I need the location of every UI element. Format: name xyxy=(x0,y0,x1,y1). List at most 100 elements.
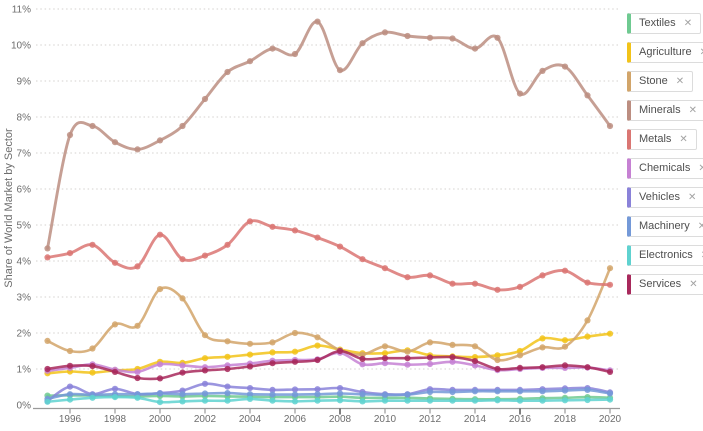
point-metals[interactable] xyxy=(449,280,456,287)
close-icon[interactable]: ✕ xyxy=(700,47,703,58)
point-minerals[interactable] xyxy=(224,68,231,76)
point-stone[interactable] xyxy=(561,343,569,350)
point-minerals[interactable] xyxy=(269,45,276,52)
point-stone[interactable] xyxy=(494,356,501,364)
point-electronics[interactable] xyxy=(471,397,479,404)
point-electronics[interactable] xyxy=(359,398,366,405)
point-machinery[interactable] xyxy=(606,390,614,397)
point-chemicals[interactable] xyxy=(359,361,366,368)
point-metals[interactable] xyxy=(606,281,614,288)
point-electronics[interactable] xyxy=(539,397,546,404)
point-agriculture[interactable] xyxy=(561,337,569,344)
close-icon[interactable]: ✕ xyxy=(689,278,698,290)
close-icon[interactable]: ✕ xyxy=(687,191,697,203)
point-electronics[interactable] xyxy=(561,397,569,404)
point-electronics[interactable] xyxy=(134,394,141,401)
point-electronics[interactable] xyxy=(584,396,591,404)
point-electronics[interactable] xyxy=(156,399,164,406)
close-icon[interactable]: ✕ xyxy=(683,17,693,29)
point-stone[interactable] xyxy=(224,338,231,345)
point-minerals[interactable] xyxy=(404,32,411,40)
point-electronics[interactable] xyxy=(516,397,524,404)
legend-chip-electronics[interactable]: Electronics ✕ xyxy=(627,245,703,266)
point-chemicals[interactable] xyxy=(381,360,389,367)
point-stone[interactable] xyxy=(89,345,96,352)
point-stone[interactable] xyxy=(471,343,479,350)
point-minerals[interactable] xyxy=(201,95,209,103)
point-machinery[interactable] xyxy=(561,387,569,394)
point-minerals[interactable] xyxy=(471,45,479,52)
point-agriculture[interactable] xyxy=(201,355,209,362)
point-metals[interactable] xyxy=(561,267,569,274)
point-services[interactable] xyxy=(516,364,524,371)
point-metals[interactable] xyxy=(426,272,434,279)
point-minerals[interactable] xyxy=(291,50,299,58)
point-electronics[interactable] xyxy=(111,394,119,401)
point-services[interactable] xyxy=(224,365,231,373)
point-services[interactable] xyxy=(89,363,96,370)
point-electronics[interactable] xyxy=(179,398,186,405)
point-minerals[interactable] xyxy=(561,63,569,70)
point-stone[interactable] xyxy=(314,334,321,341)
point-services[interactable] xyxy=(291,358,299,365)
point-metals[interactable] xyxy=(269,223,276,230)
point-agriculture[interactable] xyxy=(381,350,389,357)
point-metals[interactable] xyxy=(291,227,299,234)
point-machinery[interactable] xyxy=(336,390,344,397)
point-metals[interactable] xyxy=(471,280,479,287)
point-electronics[interactable] xyxy=(381,397,389,404)
point-agriculture[interactable] xyxy=(246,351,254,358)
point-agriculture[interactable] xyxy=(314,342,321,349)
point-services[interactable] xyxy=(584,364,591,371)
point-services[interactable] xyxy=(336,347,344,355)
point-minerals[interactable] xyxy=(426,34,434,41)
legend-chip-machinery[interactable]: Machinery ✕ xyxy=(627,216,703,237)
legend-chip-chemicals[interactable]: Chemicals ✕ xyxy=(627,158,703,179)
point-chemicals[interactable] xyxy=(156,361,164,368)
legend-chip-minerals[interactable]: Minerals ✕ xyxy=(627,100,703,121)
point-minerals[interactable] xyxy=(516,90,524,97)
point-stone[interactable] xyxy=(449,341,456,348)
point-metals[interactable] xyxy=(494,286,501,293)
point-vehicles[interactable] xyxy=(224,383,231,390)
point-services[interactable] xyxy=(381,355,389,362)
point-electronics[interactable] xyxy=(426,397,434,404)
point-machinery[interactable] xyxy=(471,388,479,395)
point-services[interactable] xyxy=(66,362,74,369)
point-metals[interactable] xyxy=(179,256,186,263)
close-icon[interactable]: ✕ xyxy=(675,75,685,87)
point-metals[interactable] xyxy=(314,234,321,241)
point-minerals[interactable] xyxy=(336,67,344,74)
point-electronics[interactable] xyxy=(336,397,344,404)
point-stone[interactable] xyxy=(291,329,299,337)
point-minerals[interactable] xyxy=(449,35,456,42)
point-minerals[interactable] xyxy=(89,122,96,130)
point-services[interactable] xyxy=(179,369,186,376)
point-machinery[interactable] xyxy=(426,388,434,396)
point-minerals[interactable] xyxy=(584,92,591,99)
point-machinery[interactable] xyxy=(516,388,524,395)
point-agriculture[interactable] xyxy=(516,347,524,355)
point-stone[interactable] xyxy=(359,351,366,358)
point-stone[interactable] xyxy=(381,343,389,350)
point-vehicles[interactable] xyxy=(314,386,321,393)
point-vehicles[interactable] xyxy=(336,385,344,392)
point-metals[interactable] xyxy=(381,265,389,272)
point-electronics[interactable] xyxy=(314,397,321,404)
point-stone[interactable] xyxy=(201,332,209,339)
point-minerals[interactable] xyxy=(359,40,366,47)
point-services[interactable] xyxy=(539,364,546,371)
point-machinery[interactable] xyxy=(66,391,74,398)
close-icon[interactable]: ✕ xyxy=(701,250,703,261)
point-services[interactable] xyxy=(404,355,411,362)
point-machinery[interactable] xyxy=(224,390,231,397)
point-machinery[interactable] xyxy=(539,388,546,395)
point-minerals[interactable] xyxy=(66,131,74,139)
legend-chip-services[interactable]: Services ✕ xyxy=(627,274,703,295)
point-metals[interactable] xyxy=(201,252,209,259)
point-electronics[interactable] xyxy=(89,394,96,401)
point-stone[interactable] xyxy=(606,265,614,272)
point-metals[interactable] xyxy=(404,274,411,281)
point-minerals[interactable] xyxy=(246,58,254,65)
point-electronics[interactable] xyxy=(269,397,276,404)
